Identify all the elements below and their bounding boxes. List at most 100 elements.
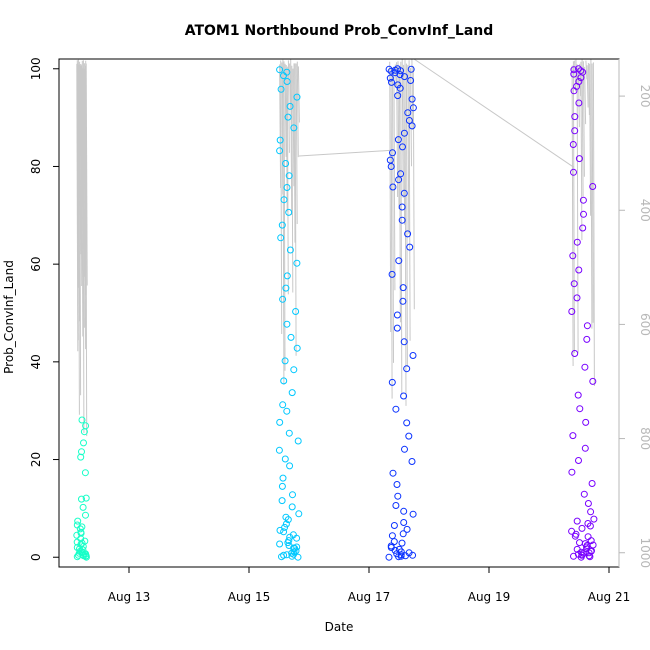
x-tick-label: Aug 17 <box>348 590 391 604</box>
data-point <box>393 481 401 488</box>
plot-frame <box>58 58 620 568</box>
data-point <box>279 401 287 409</box>
data-point <box>397 170 405 178</box>
data-point <box>73 553 81 561</box>
data-point <box>394 92 402 100</box>
data-point <box>277 234 285 242</box>
data-points <box>73 65 598 561</box>
data-point <box>275 446 283 454</box>
pressure-trace-line <box>81 64 84 337</box>
data-point <box>397 67 404 75</box>
data-point <box>400 507 408 515</box>
data-point <box>282 513 290 521</box>
data-point <box>82 422 90 430</box>
pressure-trace-line <box>404 59 407 406</box>
secondary-y-tick-label: 600 <box>638 313 650 336</box>
data-point <box>580 210 587 218</box>
data-point <box>388 270 396 278</box>
data-point <box>576 539 583 547</box>
pressure-trace-line <box>389 61 392 333</box>
data-point <box>285 208 293 216</box>
y-axis-label: Prob_ConvInf_Land <box>2 260 16 374</box>
data-point <box>392 405 400 413</box>
pressure-trace-line <box>393 66 396 291</box>
data-point <box>409 510 417 518</box>
data-point <box>285 172 293 180</box>
data-point <box>78 448 85 456</box>
data-point <box>583 335 591 343</box>
data-point <box>277 85 285 93</box>
data-point <box>392 502 400 509</box>
pressure-trace-line <box>291 65 294 293</box>
pressure-trace-line <box>293 63 296 243</box>
data-point <box>584 533 592 541</box>
data-point <box>385 553 393 561</box>
data-point <box>288 549 296 557</box>
data-point <box>408 95 416 103</box>
data-point <box>589 377 597 385</box>
pressure-trace-line <box>84 63 87 350</box>
pressure-trace-line <box>584 66 587 125</box>
data-point <box>401 445 408 453</box>
data-point <box>569 252 577 260</box>
data-point <box>293 259 301 267</box>
pressure-trace-line <box>576 64 579 354</box>
data-point <box>409 104 417 112</box>
data-point <box>400 129 408 137</box>
data-point <box>570 168 577 176</box>
pressure-trace-line <box>589 63 592 216</box>
pressure-trace-line <box>577 67 580 128</box>
pressure-trace-line <box>586 65 589 108</box>
y-tick-label: 80 <box>29 159 43 174</box>
data-point <box>403 525 411 533</box>
pressure-trace-line <box>585 60 588 80</box>
y-tick-label: 100 <box>29 57 43 80</box>
pressure-trace-line <box>281 62 284 195</box>
data-point <box>283 272 291 280</box>
data-point <box>568 308 576 315</box>
data-point <box>388 532 396 540</box>
data-point <box>590 515 598 523</box>
data-point <box>573 517 581 525</box>
data-point <box>279 474 287 482</box>
data-point <box>276 540 284 548</box>
data-point <box>405 117 413 124</box>
pressure-trace-line <box>408 60 411 341</box>
data-point <box>404 230 412 238</box>
pressure-trace-line <box>587 62 590 116</box>
pressure-trace-line <box>283 61 286 371</box>
x-tick-label: Aug 19 <box>468 590 511 604</box>
data-point <box>282 520 290 528</box>
chart-title: ATOM1 Northbound Prob_ConvInf_Land <box>185 23 494 39</box>
data-point <box>587 508 595 516</box>
data-point <box>79 546 87 554</box>
data-point <box>389 183 397 191</box>
data-point <box>395 176 403 184</box>
data-point <box>280 196 288 204</box>
pressure-trace-line <box>397 61 400 209</box>
data-point <box>394 136 402 144</box>
data-point <box>394 81 402 89</box>
data-point <box>583 542 591 549</box>
pressure-traces <box>76 58 595 437</box>
data-point <box>574 391 582 399</box>
data-point <box>581 444 589 452</box>
data-point <box>584 520 592 527</box>
pressure-trace-line <box>294 63 297 356</box>
data-point <box>387 163 395 170</box>
pressure-trace-line <box>407 64 410 234</box>
data-point <box>575 99 583 107</box>
series-3 <box>568 65 598 561</box>
data-point <box>588 480 596 487</box>
pressure-trace-line <box>295 63 298 225</box>
data-point <box>570 66 578 74</box>
pressure-trace-line <box>285 64 288 212</box>
pressure-trace-line <box>85 63 88 286</box>
x-tick-label: Aug 13 <box>108 590 151 604</box>
data-point <box>585 552 593 560</box>
x-axis-label: Date <box>325 620 354 634</box>
data-point <box>276 147 284 155</box>
data-point <box>388 378 396 386</box>
data-point <box>283 320 291 328</box>
